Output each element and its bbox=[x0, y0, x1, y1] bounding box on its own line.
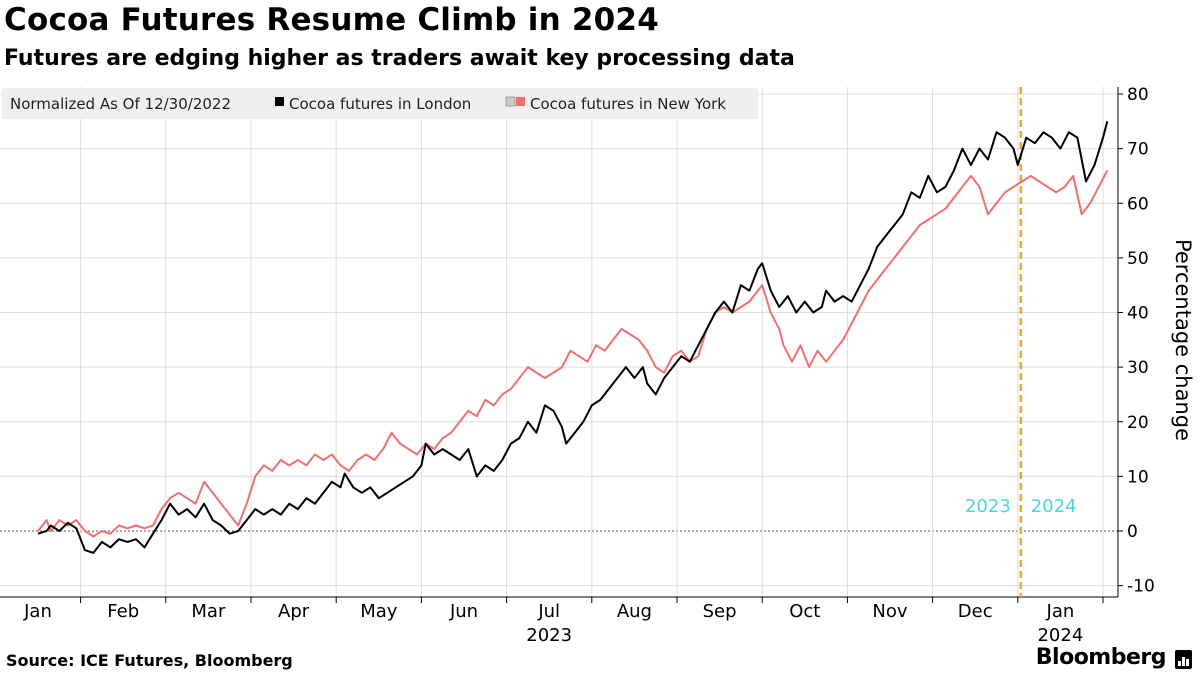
legend-swatch-london bbox=[275, 97, 284, 106]
x-year-label: 2024 bbox=[1037, 625, 1083, 646]
x-tick-label: Nov bbox=[872, 601, 907, 622]
plot-background bbox=[0, 87, 1118, 597]
x-tick-label: Mar bbox=[191, 601, 226, 622]
legend-swatch-new-york bbox=[516, 97, 525, 106]
y-tick-label: 40 bbox=[1127, 304, 1149, 324]
x-year-label: 2023 bbox=[526, 625, 572, 646]
y-tick-label: 10 bbox=[1127, 467, 1149, 487]
x-tick-label: Jan bbox=[23, 601, 52, 622]
x-tick-label: Dec bbox=[958, 601, 993, 622]
y-tick-label: 50 bbox=[1127, 249, 1149, 269]
y-axis: 80 70 60 50 40 30 20 10 0 -10 bbox=[1117, 85, 1155, 597]
x-tick-label: Apr bbox=[278, 601, 310, 622]
x-axis: Jan Feb Mar Apr May Jun Jul Aug Sep Oct Nov Dec Jan 2… bbox=[0, 596, 1118, 646]
x-tick-label: Feb bbox=[107, 601, 139, 622]
y-axis-label: Percentage change bbox=[1171, 239, 1195, 441]
legend-label-new-york: Cocoa futures in New York bbox=[530, 95, 726, 113]
x-tick-label: Aug bbox=[617, 601, 652, 622]
bloomberg-chart-icon bbox=[1175, 650, 1192, 669]
y-tick-label: 30 bbox=[1127, 358, 1149, 378]
y-tick-label: 0 bbox=[1127, 522, 1138, 542]
x-tick-label: Oct bbox=[789, 601, 820, 622]
chart-title: Cocoa Futures Resume Climb in 2024 bbox=[4, 2, 659, 38]
series-line-new-york bbox=[37, 170, 1109, 538]
legend-note: Normalized As Of 12/30/2022 bbox=[10, 95, 231, 113]
source-note: Source: ICE Futures, Bloomberg bbox=[6, 651, 293, 670]
y-tick-label: 70 bbox=[1127, 140, 1149, 160]
y-tick-label: 60 bbox=[1127, 194, 1149, 214]
x-tick-label: Sep bbox=[703, 601, 737, 622]
bloomberg-logo: Bloomberg bbox=[1035, 645, 1167, 670]
x-tick-label: Jul bbox=[537, 601, 560, 622]
y-tick-label: 20 bbox=[1127, 413, 1149, 433]
annotation-2024: 2024 bbox=[1031, 496, 1077, 517]
series-line-london bbox=[37, 121, 1109, 554]
series-lines bbox=[37, 121, 1109, 554]
legend: Normalized As Of 12/30/2022 Cocoa future… bbox=[2, 88, 758, 119]
chart-subtitle: Futures are edging higher as traders awa… bbox=[4, 46, 795, 71]
legend-label-london: Cocoa futures in London bbox=[289, 95, 471, 113]
annotation-2023: 2023 bbox=[965, 496, 1011, 517]
legend-swatch-new-york-icon bbox=[505, 96, 516, 107]
x-tick-label: Jan bbox=[1046, 601, 1075, 622]
legend-background bbox=[2, 88, 758, 119]
x-tick-label: Jun bbox=[449, 601, 478, 622]
y-tick-label: -10 bbox=[1127, 577, 1155, 597]
y-tick-label: 80 bbox=[1127, 85, 1149, 105]
x-tick-label: May bbox=[360, 601, 398, 622]
